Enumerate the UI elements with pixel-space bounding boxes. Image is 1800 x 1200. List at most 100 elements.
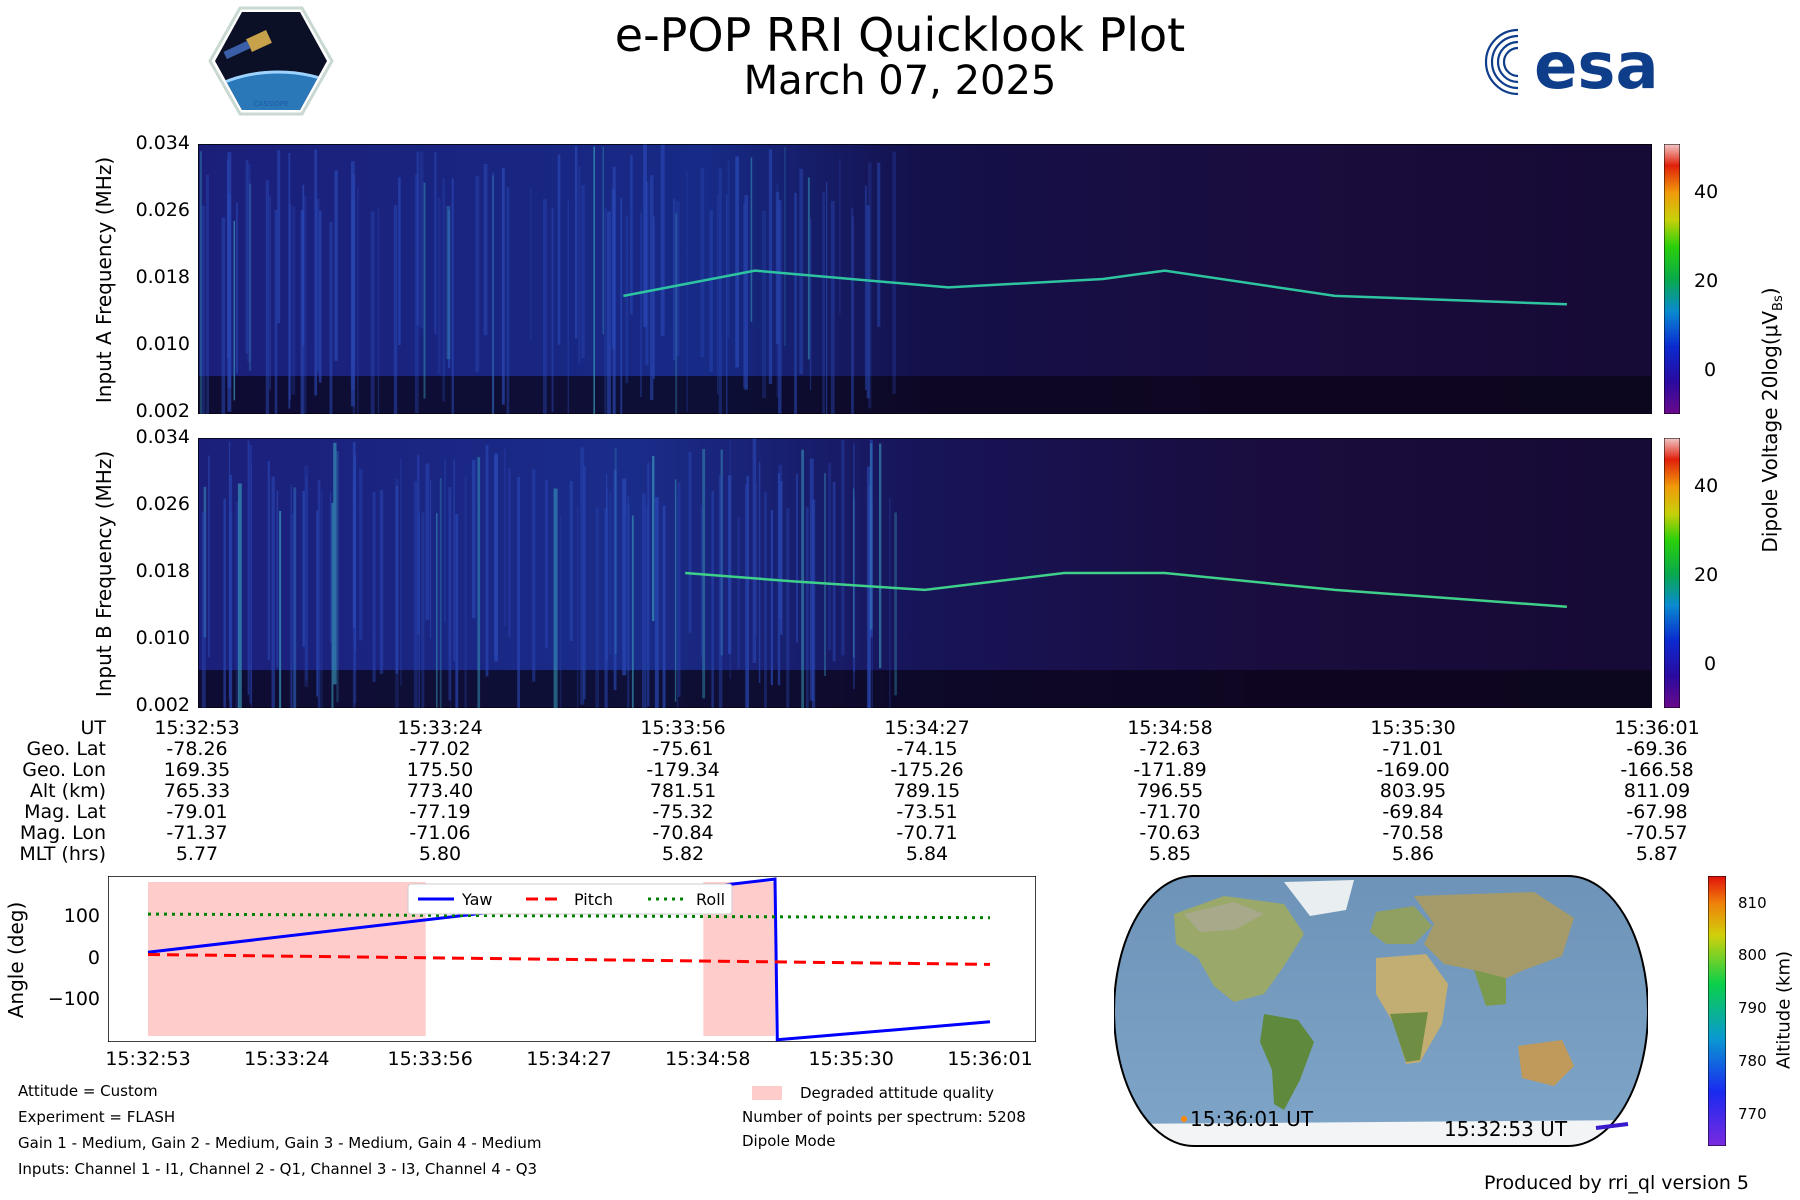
spectrogram-texture-stripe	[315, 199, 320, 373]
spectrogram-texture-stripe	[755, 483, 758, 635]
ephemeris-column: 15:32:53 -78.26 169.35 765.33 -79.01 -71.37 5.…	[127, 718, 267, 865]
spectrogram-texture-stripe	[604, 507, 608, 708]
spectrogram-texture-stripe	[434, 152, 437, 335]
ephemeris-column: 15:34:27 -74.15 -175.26 789.15 -73.51 -70.71 5…	[857, 718, 997, 865]
spectrogram-texture-stripe	[444, 459, 446, 623]
spectrogram-texture-stripe	[557, 154, 561, 345]
ephemeris-table: UT Geo. Lat Geo. Lon Alt (km) Mag. Lat M…	[0, 718, 1800, 868]
ephemeris-cell: 169.35	[163, 759, 231, 781]
spectrogram-texture-stripe	[737, 517, 740, 669]
row-label-geo-lat: Geo. Lat	[26, 738, 106, 760]
ephemeris-cell: 15:33:24	[397, 717, 483, 739]
ephemeris-cell: 5.82	[661, 843, 705, 865]
spectrogram-texture-stripe	[853, 443, 855, 690]
spectrogram-texture-stripe	[718, 168, 722, 414]
ephemeris-column: 15:33:24 -77.02 175.50 773.40 -77.19 -71.06 5.…	[370, 718, 510, 865]
spectrogram-texture-stripe	[248, 183, 252, 371]
orbit-map: 15:36:01 UT 15:32:53 UT	[1114, 875, 1648, 1147]
spectrogram-texture-stripe	[786, 507, 790, 708]
spectrogram-texture-stripe	[877, 162, 881, 327]
spectrogram-texture-stripe	[293, 487, 297, 708]
spectrogram-texture-stripe	[807, 177, 810, 360]
ytick-b-3: 0.010	[135, 627, 190, 649]
degraded-legend-label: Degraded attitude quality	[800, 1084, 995, 1102]
row-label-ut: UT	[80, 717, 106, 739]
spectrogram-texture-stripe	[631, 515, 634, 708]
info-dipole-mode: Dipole Mode	[742, 1132, 836, 1150]
spectrogram-texture-stripe	[471, 460, 476, 619]
spectrogram-texture-stripe	[688, 451, 692, 633]
voltage-tick-b-40: 40	[1694, 475, 1719, 497]
spectrogram-texture-stripe	[604, 208, 607, 414]
spectrogram-texture-stripe	[677, 482, 681, 697]
spectrogram-texture-stripe	[320, 491, 323, 708]
spectrogram-texture-stripe	[227, 193, 232, 388]
spectrogram-texture-stripe	[485, 444, 489, 677]
page-title: e-POP RRI Quicklook Plot	[614, 8, 1186, 62]
spectrogram-texture-stripe	[425, 463, 430, 620]
spectrogram-texture-stripe	[642, 493, 646, 708]
spectrogram-texture-stripe	[630, 154, 633, 315]
spectrogram-texture-stripe	[645, 505, 648, 708]
attitude-ylabel: Angle (deg)	[4, 901, 28, 1019]
attitude-legend: Yaw Pitch Roll	[407, 883, 733, 915]
spectrogram-texture-stripe	[249, 444, 253, 704]
ytick-b-2: 0.018	[135, 560, 190, 582]
spectrogram-texture-stripe	[300, 210, 304, 414]
spectrogram-texture-stripe	[652, 456, 655, 622]
spectrogram-texture-stripe	[223, 498, 226, 708]
spectrogram-texture-stripe	[851, 216, 855, 414]
svg-text:CASSIOPE: CASSIOPE	[254, 100, 289, 108]
ytick-a-4: 0.002	[135, 400, 190, 422]
ephemeris-cell: 796.55	[1136, 780, 1204, 802]
ephemeris-cell: -74.15	[896, 738, 958, 760]
spectrogram-texture-stripe	[358, 469, 363, 641]
spectrogram-texture-stripe	[726, 194, 728, 414]
spectrogram-texture-stripe	[647, 462, 650, 707]
att-xtick-label: 15:34:58	[665, 1048, 751, 1070]
spectrogram-texture-stripe	[660, 144, 665, 336]
ephemeris-cell: -70.71	[896, 822, 958, 844]
spectrogram-texture-stripe	[869, 443, 873, 630]
spectrogram-texture-stripe	[716, 194, 719, 395]
ephemeris-cell: -67.98	[1626, 801, 1688, 823]
ephemeris-cell: 15:32:53	[154, 717, 240, 739]
spectrogram-texture-stripe	[652, 216, 655, 379]
cassiope-logo: CASSIOPE	[208, 6, 334, 116]
spectrogram-texture-stripe	[894, 512, 897, 696]
spectrogram-texture-stripe	[416, 151, 419, 326]
ytick-b-0: 0.034	[135, 426, 190, 448]
info-attitude: Attitude = Custom	[18, 1082, 158, 1100]
ephemeris-row-labels: UT Geo. Lat Geo. Lon Alt (km) Mag. Lat M…	[0, 718, 106, 865]
spectrogram-texture-stripe	[265, 180, 270, 414]
spectrogram-texture-stripe	[583, 466, 586, 700]
info-inputs: Inputs: Channel 1 - I1, Channel 2 - Q1, …	[18, 1160, 538, 1178]
row-label-mlt: MLT (hrs)	[19, 843, 106, 865]
spectrogram-texture-stripe	[442, 178, 445, 402]
spectrogram-texture-stripe	[711, 491, 714, 708]
spectrogram-texture-stripe	[290, 513, 295, 708]
spectrogram-texture-stripe	[750, 157, 753, 322]
spectrogram-texture-stripe	[853, 488, 855, 658]
spectrogram-texture-stripe	[333, 442, 337, 685]
alt-tick-800: 800	[1738, 946, 1767, 964]
spectrogram-texture-stripe	[864, 185, 867, 390]
spectrogram-texture-stripe	[879, 443, 882, 669]
spectrogram-texture-stripe	[770, 510, 773, 686]
spectrogram-texture-stripe	[437, 197, 441, 374]
ephemeris-cell: -71.70	[1139, 801, 1201, 823]
ephemeris-cell: 5.86	[1391, 843, 1435, 865]
spectrogram-texture-stripe	[762, 210, 767, 399]
svg-text:esa: esa	[1534, 30, 1659, 100]
spectrogram-texture-stripe	[448, 210, 450, 368]
voltage-tick-a-20: 20	[1694, 270, 1719, 292]
spectrogram-texture-stripe	[501, 168, 505, 405]
ephemeris-cell: -77.19	[409, 801, 471, 823]
spectrogram-texture-stripe	[809, 458, 814, 701]
ephemeris-cell: 5.80	[418, 843, 462, 865]
spectrogram-texture-stripe	[569, 481, 573, 642]
spectrogram-texture-stripe	[494, 453, 498, 662]
spectrogram-texture-stripe	[530, 188, 532, 341]
spectrogram-texture-stripe	[622, 478, 627, 676]
spectrogram-texture-stripe	[477, 457, 481, 708]
